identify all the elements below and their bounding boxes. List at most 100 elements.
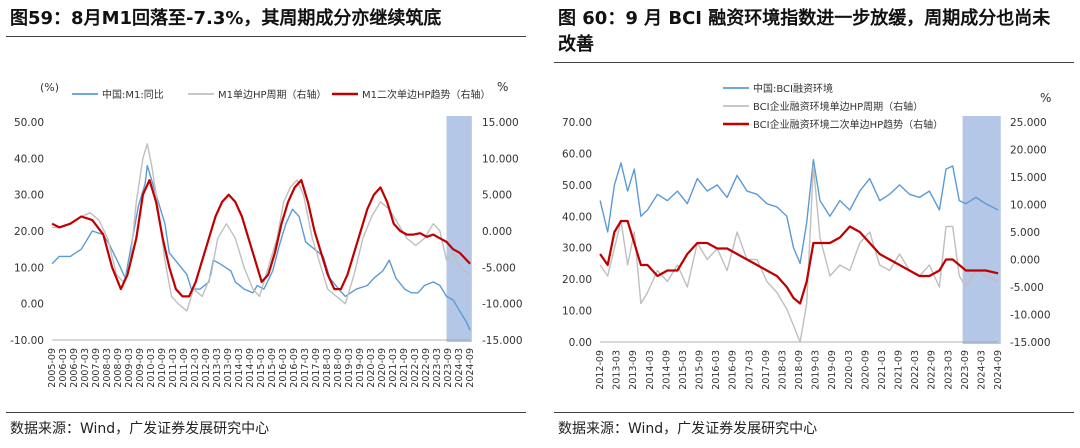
x-tick-label: 2011-09 [179, 348, 190, 388]
x-tick-label: 2020-09 [860, 350, 871, 390]
x-tick-label: 2007-03 [80, 348, 91, 388]
x-tick-label: 2016-03 [278, 348, 289, 388]
x-tick-label: 2005-09 [47, 348, 58, 388]
title-rule [6, 36, 526, 37]
x-tick-label: 2013-03 [612, 350, 623, 390]
x-tick-label: 2010-09 [157, 348, 168, 388]
x-tick-label: 2012-09 [595, 350, 606, 390]
x-tick-label: 2023-03 [943, 350, 954, 390]
x-tick-label: 2019-09 [355, 348, 366, 388]
x-tick-label: 2009-09 [135, 348, 146, 388]
right-tick-label: -10.000 [482, 299, 523, 311]
x-tick-label: 2008-03 [102, 348, 113, 388]
right-tick-label: 10.000 [1010, 200, 1047, 212]
x-tick-label: 2014-03 [645, 350, 656, 390]
right-tick-label: 15.000 [482, 117, 519, 129]
series-line-1 [599, 165, 999, 343]
x-tick-label: 2023-03 [432, 348, 443, 388]
left-tick-label: 50.00 [562, 180, 592, 192]
left-tick-label: 10.00 [562, 306, 592, 318]
x-tick-label: 2012-09 [201, 348, 212, 388]
left-tick-label: 0.00 [569, 337, 592, 349]
right-tick-label: -15.000 [1010, 337, 1051, 349]
x-tick-label: 2021-03 [877, 350, 888, 390]
x-tick-label: 2017-09 [761, 350, 772, 390]
x-tick-label: 2018-09 [794, 350, 805, 390]
left-tick-label: 70.00 [562, 117, 592, 129]
x-tick-label: 2010-03 [146, 348, 157, 388]
left-tick-label: 40.00 [14, 153, 44, 165]
x-tick-label: 2022-09 [421, 348, 432, 388]
right-unit-label: % [1040, 91, 1051, 105]
right-tick-label: 5.000 [1010, 227, 1040, 239]
chart-title: 图59：8月M1回落至-7.3%，其周期成分亦继续筑底 [10, 8, 442, 29]
x-tick-label: 2019-03 [344, 348, 355, 388]
x-tick-label: 2019-03 [811, 350, 822, 390]
x-tick-label: 2014-09 [661, 350, 672, 390]
right-tick-label: -5.000 [482, 262, 516, 274]
right-tick-label: 0.000 [482, 226, 512, 238]
source-note: 数据来源：Wind，广发证券发展研究中心 [10, 421, 270, 437]
x-tick-label: 2017-03 [300, 348, 311, 388]
x-tick-label: 2018-03 [777, 350, 788, 390]
x-tick-label: 2006-09 [69, 348, 80, 388]
x-tick-label: 2014-03 [234, 348, 245, 388]
source-note: 数据来源：Wind，广发证券发展研究中心 [558, 421, 818, 437]
legend-label: M1二次单边HP趋势（右轴） [362, 88, 491, 101]
series-line-0 [51, 164, 471, 331]
x-tick-label: 2008-09 [113, 348, 124, 388]
left-tick-label: 60.00 [562, 148, 592, 160]
left-tick-label: 0.00 [21, 299, 44, 311]
bci-chart: 0.00 10.00 20.00 30.00 40.00 50.00 60.00 70.00 -… [562, 82, 1051, 390]
left-tick-label: -10.00 [10, 335, 44, 347]
legend-label: 中国:M1:同比 [102, 88, 164, 101]
left-tick-label: 20.00 [14, 226, 44, 238]
x-tick-label: 2021-09 [894, 350, 905, 390]
x-tick-label: 2015-03 [256, 348, 267, 388]
x-tick-label: 2017-03 [744, 350, 755, 390]
left-tick-label: 20.00 [562, 274, 592, 286]
x-tick-label: 2024-09 [993, 350, 1004, 390]
m1-chart: -10.00 0.00 10.00 20.00 30.00 40.00 50.00 -15.0… [10, 80, 523, 388]
x-tick-label: 2013-03 [212, 348, 223, 388]
highlight-band [446, 116, 472, 342]
chart-panel-bci: 图 60：9 月 BCI 融资环境指数进一步放缓，周期成分也尚未改善 0.00 1… [548, 0, 1080, 448]
left-tick-label: 30.00 [562, 243, 592, 255]
chart-title: 图 60：9 月 BCI 融资环境指数进一步放缓，周期成分也尚未改善 [558, 8, 1051, 55]
x-tick-label: 2022-03 [410, 348, 421, 388]
right-tick-label: 10.000 [482, 153, 519, 165]
x-tick-label: 2024-03 [976, 350, 987, 390]
x-tick-label: 2024-03 [454, 348, 465, 388]
right-tick-label: -15.000 [482, 335, 523, 347]
left-unit-label: (%) [40, 81, 59, 94]
left-tick-label: 50.00 [14, 117, 44, 129]
x-tick-label: 2018-03 [322, 348, 333, 388]
source-rule [6, 412, 526, 413]
x-tick-label: 2021-09 [399, 348, 410, 388]
x-tick-label: 2023-09 [960, 350, 971, 390]
highlight-band [962, 116, 1001, 344]
x-tick-label: 2023-09 [443, 348, 454, 388]
x-tick-label: 2018-09 [333, 348, 344, 388]
x-tick-label: 2013-09 [628, 350, 639, 390]
x-tick-label: 2021-03 [388, 348, 399, 388]
x-tick-label: 2011-03 [168, 348, 179, 388]
x-tick-label: 2016-09 [728, 350, 739, 390]
x-tick-label: 2016-03 [711, 350, 722, 390]
legend-label: BCI企业融资环境单边HP周期（右轴） [753, 100, 923, 113]
series-line-1 [52, 143, 471, 312]
chart-panel-m1: 图59：8月M1回落至-7.3%，其周期成分亦继续筑底 -10.00 0.00 10… [0, 0, 530, 448]
title-rule [554, 62, 1074, 63]
legend-label: BCI企业融资环境二次单边HP趋势（右轴） [753, 118, 943, 131]
x-tick-label: 2015-09 [267, 348, 278, 388]
x-tick-label: 2017-09 [311, 348, 322, 388]
x-tick-label: 2016-09 [289, 348, 300, 388]
x-tick-label: 2012-03 [190, 348, 201, 388]
x-tick-label: 2009-03 [124, 348, 135, 388]
x-tick-label: 2006-03 [58, 348, 69, 388]
left-tick-label: 30.00 [14, 190, 44, 202]
legend-label: M1单边HP周期（右轴） [218, 88, 327, 101]
right-tick-label: 20.000 [1010, 145, 1047, 157]
right-tick-label: 5.000 [482, 190, 512, 202]
series-line-2 [51, 179, 471, 298]
